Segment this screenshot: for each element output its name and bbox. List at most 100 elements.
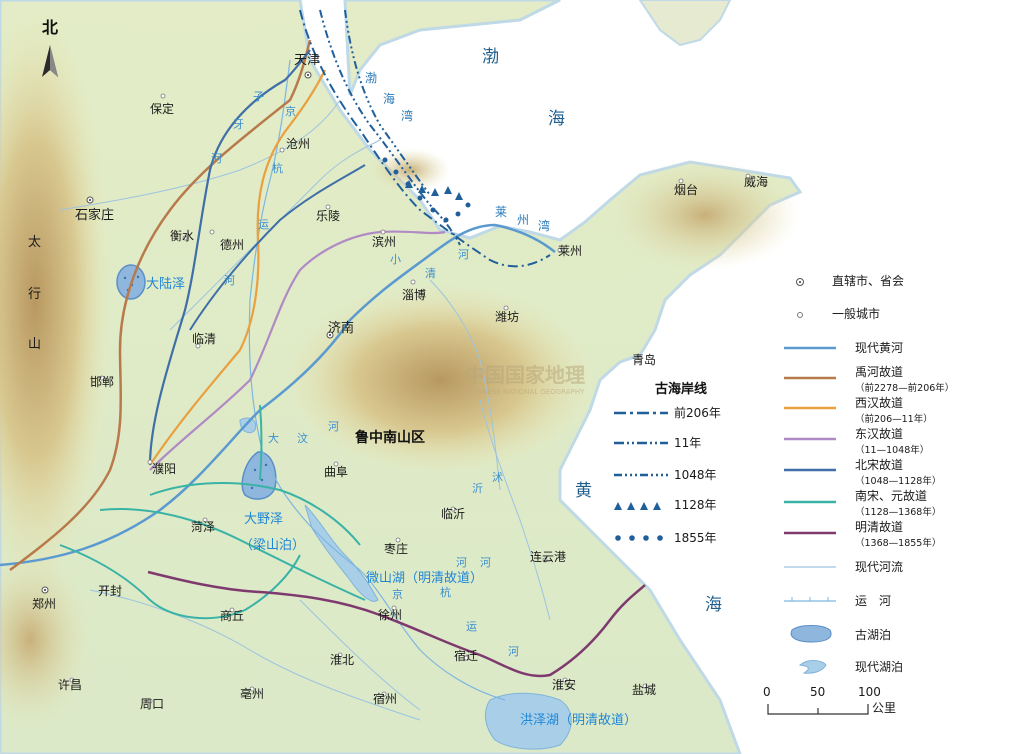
legend-donghan-period: （11—1048年）: [855, 444, 929, 456]
city-laizhou: 莱州: [558, 244, 582, 258]
legend-nansong-period: （1128—1368年）: [855, 506, 941, 518]
coastline-legend-title: 古海岸线: [655, 381, 707, 397]
scale-unit: 公里: [872, 701, 896, 715]
legend-modern-lake: 现代湖泊: [855, 659, 903, 674]
legend-xihan-period: （前206—11年）: [855, 413, 933, 425]
capital-marker-dots: [44, 74, 331, 591]
scale-100: 100: [858, 685, 881, 699]
city-zhengzhou: 郑州: [32, 596, 56, 611]
river-he-2: 河: [480, 556, 491, 569]
city-shijiazhuang: 石家庄: [75, 207, 114, 223]
city-puyang: 濮阳: [152, 461, 176, 476]
weishan-lake: [304, 504, 379, 602]
xiaoqing-1: 小: [390, 253, 401, 266]
land-north-east: [343, 0, 561, 96]
city-handan: 邯郸: [90, 374, 114, 389]
city-zaozhuang: 枣庄: [384, 541, 408, 556]
taihang-label-1: 太: [28, 235, 41, 250]
jinghang-s-4: 河: [508, 645, 519, 658]
legend-city: 一般城市: [832, 306, 880, 321]
nansong-river-course-3: [149, 482, 361, 546]
legend-donghan: 东汉故道: [855, 426, 903, 441]
nansong-river-course-2: [59, 544, 301, 620]
xihan-river-course: [149, 69, 326, 466]
xiaoqing-3: 河: [458, 248, 469, 261]
jinghang-s-3: 运: [466, 620, 477, 633]
coastline-item-1: 11年: [674, 436, 701, 450]
city-hengshui: 衡水: [170, 229, 194, 243]
hongze-lake: [484, 692, 572, 750]
legend-beisong: 北宋故道: [855, 457, 903, 472]
legend-nansong: 南宋、元故道: [855, 488, 927, 503]
beisong-river-course-2: [189, 164, 366, 331]
city-leling: 乐陵: [316, 209, 340, 223]
coastline-item-4: 1855年: [674, 531, 717, 545]
city-labels: 天津 保定 沧州 石家庄 衡水 德州 乐陵 滨州 淄博 潍坊 烟台 威海 莱州 …: [32, 53, 768, 711]
legend-modern-lake-icon: [798, 660, 827, 674]
scale-0: 0: [763, 685, 771, 699]
dawen-3: 河: [328, 420, 339, 433]
bohai-bay-1: 渤: [365, 71, 377, 85]
taihang-mountains: [0, 10, 110, 590]
legend-beisong-period: （1048—1128年）: [855, 475, 941, 487]
city-linqing: 临清: [192, 332, 216, 346]
beisong-river-course: [148, 49, 311, 466]
legend-yu: 禹河故道: [855, 364, 903, 379]
laizhou-bay-1: 莱: [495, 205, 507, 219]
luzhong-label: 鲁中南山区: [354, 429, 425, 446]
city-yantai: 烟台: [674, 182, 698, 197]
yi-river: 沂: [472, 482, 483, 495]
legend-canal: 运 河: [855, 594, 891, 608]
legend-xihan: 西汉故道: [855, 395, 903, 410]
nansong-river-course-4: [259, 404, 263, 481]
coastline-206bc: [299, 9, 551, 268]
legend-modern-yellow-river: 现代黄河: [855, 341, 903, 355]
legend-capital: 直辖市、省会: [832, 273, 904, 288]
map-legend: 直辖市、省会 一般城市 现代黄河 禹河故道 （前2278—前206年） 西汉故道…: [784, 273, 954, 674]
binzhou-hills: [370, 148, 450, 192]
city-baoding: 保定: [150, 101, 174, 116]
city-linyi: 临沂: [441, 507, 465, 521]
city-tianjin: 天津: [294, 53, 320, 68]
luzhong-mountains: [285, 285, 595, 475]
mingqing-river-course: [147, 570, 646, 678]
scale-bar: 0 50 100 公里: [763, 685, 896, 715]
coastline-11ad: [319, 9, 461, 246]
watermark-cn: 中国国家地理: [465, 363, 585, 387]
laizhou-bay-2: 州: [517, 213, 529, 227]
legend-mingqing-period: （1368—1855年）: [855, 537, 941, 549]
jinghang-n-3: 运: [258, 218, 269, 231]
city-xuzhou: 徐州: [378, 607, 402, 622]
dawen-2: 汶: [297, 431, 308, 445]
yu-river-course: [9, 39, 312, 571]
city-weihai: 威海: [744, 174, 768, 189]
city-dezhou: 德州: [220, 237, 244, 252]
jinghang-s-2: 杭: [440, 585, 451, 599]
nansong-river-course: [99, 508, 366, 601]
lake-dayeze-label: 大野泽: [244, 512, 283, 527]
ziya-3: 河: [211, 152, 222, 165]
coastline-1048: [344, 9, 431, 196]
river-labels: 子 牙 河 京 杭 运 河 小 清 河 大 汶 河 沂 沭 河 河 京 杭 运 …: [211, 90, 519, 658]
lake-liangshanpo-label: （梁山泊）: [240, 538, 305, 553]
city-weifang: 潍坊: [495, 309, 519, 324]
city-xuchang: 许昌: [58, 678, 82, 692]
city-qingdao: 青岛: [632, 352, 656, 367]
city-kaifeng: 开封: [98, 584, 122, 598]
city-bozhou: 亳州: [240, 686, 264, 701]
legend-mingqing: 明清故道: [855, 519, 903, 534]
city-binzhou: 滨州: [372, 234, 396, 249]
jinghang-n-4: 河: [224, 274, 235, 287]
coastline-1855: [382, 157, 471, 223]
north-arrow: 北: [42, 18, 58, 77]
ziya-1: 子: [253, 90, 264, 103]
city-zhoukou: 周口: [140, 697, 164, 711]
city-zibo: 淄博: [402, 287, 426, 302]
watermark-en: CHINESE NATIONAL GEOGRAPHY: [470, 388, 585, 396]
city-jinan: 济南: [328, 320, 354, 336]
jinghang-s-1: 京: [392, 587, 403, 601]
ancient-coastlines: [299, 9, 551, 268]
modern-yellow-river: [0, 223, 556, 567]
coastline-item-2: 1048年: [674, 468, 717, 482]
